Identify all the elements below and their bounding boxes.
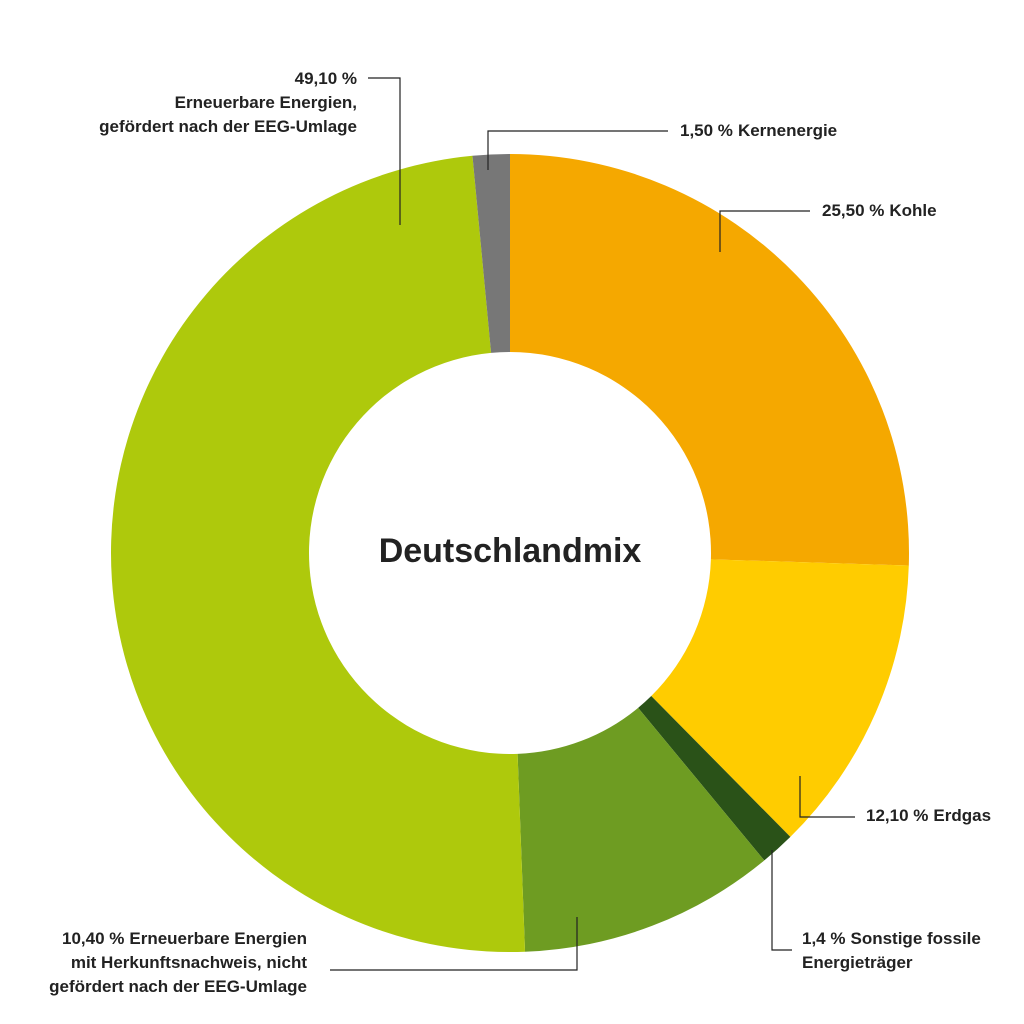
category-label: Erneuerbare Energien [129, 929, 307, 948]
category-label: Erdgas [933, 806, 991, 825]
slice-label: 49,10 % Erneuerbare Energien, gefördert na… [99, 69, 357, 136]
slice-label: 10,40 % Erneuerbare Energien mit Herkunfts… [49, 929, 307, 996]
chart-title: Deutschlandmix [379, 532, 642, 570]
donut-slice [517, 707, 765, 952]
category-label: Erneuerbare Energien, [175, 93, 357, 112]
donut-slice [472, 154, 510, 353]
donut-slice [111, 155, 526, 953]
slice-label: 1,50 % Kernenergie [680, 121, 837, 140]
value-label: 10,40 % [62, 929, 124, 948]
category-label: Kohle [889, 201, 936, 220]
leader-line [799, 776, 855, 818]
value-label: 1,50 % [680, 121, 733, 140]
leader-line [771, 850, 792, 951]
category-label: Energieträger [802, 953, 913, 972]
donut-slice [638, 696, 791, 861]
slice-label: 25,50 % Kohle [822, 201, 937, 220]
leader-line [719, 210, 810, 252]
donut-slice [510, 154, 910, 566]
category-label: Sonstige fossile [850, 929, 980, 948]
slice-label: 12,10 % Erdgas [866, 806, 991, 825]
value-label: 1,4 % [802, 929, 845, 948]
category-label: Kernenergie [738, 121, 837, 140]
leader-line [487, 130, 668, 170]
leader-line [330, 917, 578, 971]
category-label: gefördert nach der EEG-Umlage [99, 117, 357, 136]
category-label: gefördert nach der EEG-Umlage [49, 977, 307, 996]
value-label: 49,10 % [295, 69, 357, 88]
donut-slice [651, 559, 909, 837]
slice-label: 1,4 % Sonstige fossile Energieträger [802, 929, 981, 972]
value-label: 25,50 % [822, 201, 884, 220]
value-label: 12,10 % [866, 806, 928, 825]
category-label: mit Herkunftsnachweis, nicht [71, 953, 307, 972]
leader-line [368, 77, 401, 225]
